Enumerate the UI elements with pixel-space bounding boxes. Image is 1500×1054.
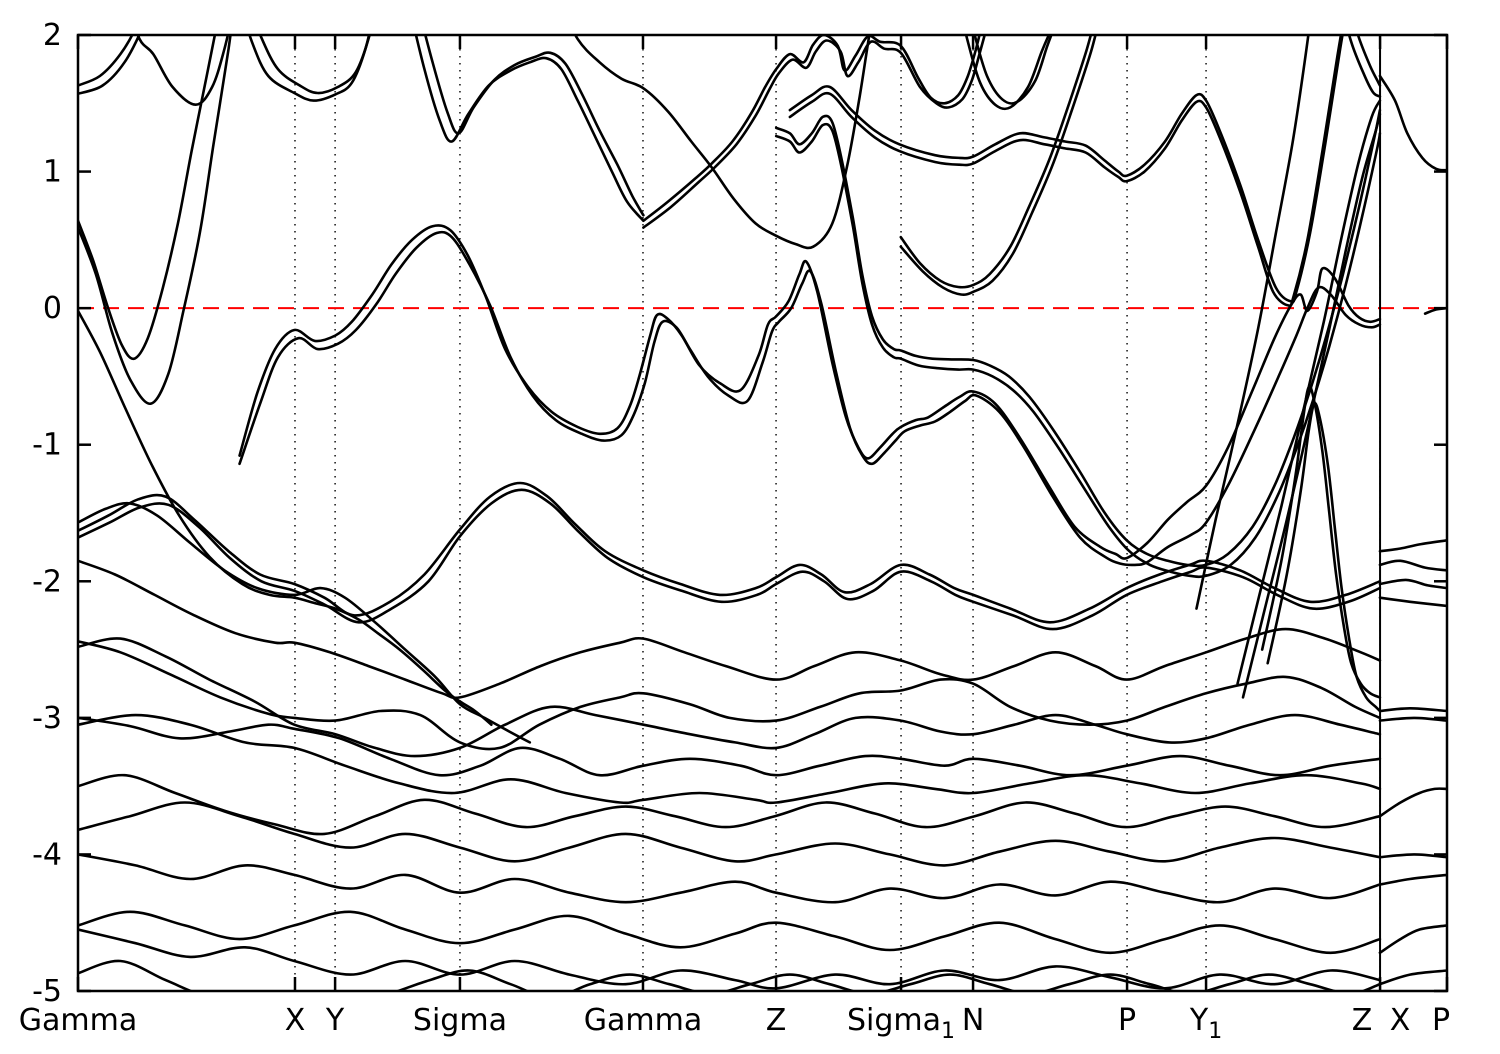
band-line bbox=[1241, 112, 1382, 699]
band-line bbox=[1378, 596, 1447, 608]
y-tick-label: -3 bbox=[32, 701, 62, 736]
band-line bbox=[788, 35, 1343, 308]
band-line bbox=[238, 224, 1382, 560]
x-tick-label: P bbox=[1432, 1003, 1450, 1038]
x-tick-label: Z bbox=[766, 1003, 787, 1038]
band-line bbox=[78, 640, 1382, 751]
band-line bbox=[1378, 74, 1447, 172]
x-tick-label: Sigma bbox=[413, 1003, 507, 1038]
x-tick-label: Sigma1 bbox=[847, 1003, 955, 1044]
band-line bbox=[1378, 716, 1447, 722]
band-line bbox=[78, 853, 1382, 904]
x-tick-label: Gamma bbox=[584, 1003, 702, 1038]
band-line bbox=[78, 716, 1382, 777]
band-line bbox=[1378, 924, 1447, 955]
band-line bbox=[573, 35, 871, 250]
band-line bbox=[78, 713, 1382, 805]
band-line bbox=[414, 35, 645, 222]
band-line bbox=[78, 501, 532, 744]
band-line bbox=[78, 309, 493, 726]
band-line bbox=[78, 801, 1382, 867]
x-tick-label: P bbox=[1118, 1003, 1136, 1038]
band-line bbox=[1378, 707, 1447, 713]
band-line bbox=[78, 35, 134, 87]
band-line bbox=[78, 488, 1382, 631]
x-tick-label: Z bbox=[1352, 1003, 1373, 1038]
band-line bbox=[1378, 578, 1447, 590]
band-line bbox=[1378, 559, 1447, 572]
band-line bbox=[899, 35, 1097, 296]
band-line bbox=[1378, 853, 1447, 859]
band-line bbox=[1378, 873, 1447, 886]
y-tick-label: -2 bbox=[32, 564, 62, 599]
band-line bbox=[1236, 99, 1382, 686]
y-tick-label: 1 bbox=[43, 155, 62, 190]
x-tick-label: X bbox=[1390, 1003, 1411, 1038]
band-line bbox=[1195, 35, 1310, 610]
band-line bbox=[1347, 35, 1382, 98]
band-line bbox=[423, 35, 645, 217]
band-line bbox=[238, 230, 1382, 567]
band-line bbox=[78, 773, 1382, 836]
band-line bbox=[1378, 969, 1447, 986]
band-line bbox=[78, 481, 1382, 624]
band-line bbox=[1378, 539, 1447, 553]
band-line bbox=[78, 637, 1382, 758]
x-tick-label: N bbox=[962, 1003, 984, 1038]
band-line bbox=[78, 559, 1382, 700]
band-line bbox=[136, 35, 230, 106]
band-line bbox=[78, 35, 232, 405]
x-tick-label: Y bbox=[325, 1003, 345, 1038]
band-line bbox=[899, 35, 1093, 289]
band-line bbox=[774, 122, 1382, 579]
y-tick-label: -5 bbox=[32, 974, 62, 1009]
band-line bbox=[258, 35, 371, 95]
plot-border bbox=[76, 33, 1449, 993]
x-tick-label: Gamma bbox=[19, 1003, 137, 1038]
band-line bbox=[1378, 787, 1447, 818]
band-line bbox=[642, 35, 987, 229]
band-line bbox=[78, 910, 1382, 955]
band-line bbox=[973, 35, 1053, 105]
y-tick-label: -1 bbox=[32, 428, 62, 463]
band-line bbox=[78, 35, 217, 361]
y-tick-label: -4 bbox=[32, 837, 62, 872]
band-line bbox=[964, 35, 1051, 111]
band-line bbox=[1266, 401, 1382, 713]
y-tick-label: 2 bbox=[43, 18, 62, 53]
x-tick-label: X bbox=[285, 1003, 306, 1038]
band-line bbox=[78, 959, 1382, 991]
band-line bbox=[774, 108, 1382, 568]
bands-group bbox=[78, 35, 1447, 991]
y-tick-label: 0 bbox=[43, 291, 62, 326]
band-line bbox=[78, 35, 141, 96]
